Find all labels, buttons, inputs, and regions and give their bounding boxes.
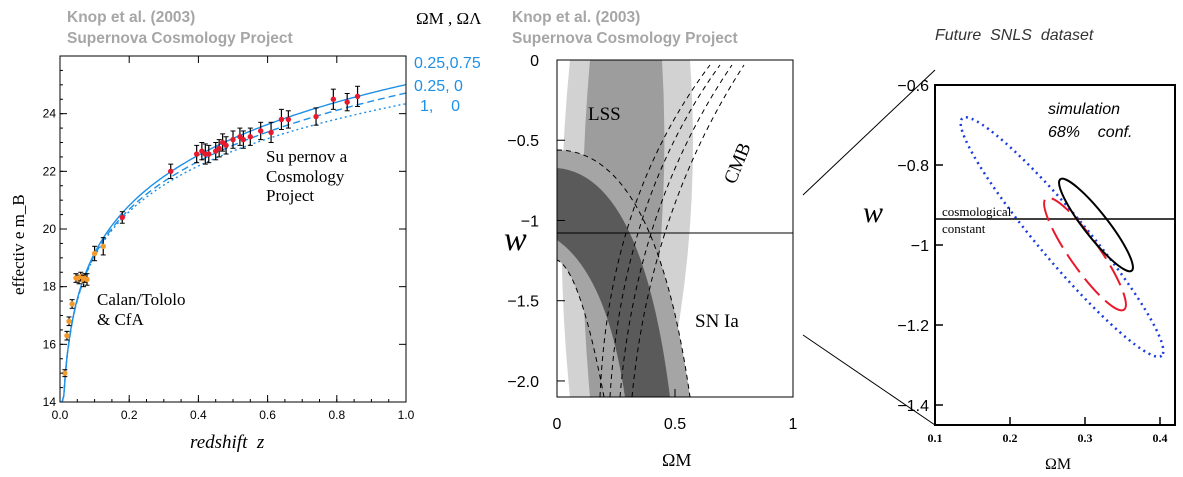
y-tick-label: 0 bbox=[530, 53, 539, 70]
x-tick-label: 0.4 bbox=[1153, 431, 1168, 445]
x-tick-label: 0.6 bbox=[259, 408, 276, 422]
y-tick-label: −1.5 bbox=[507, 294, 539, 311]
scp-point bbox=[193, 151, 200, 157]
hubble-x-axis-label: redshift z bbox=[190, 432, 265, 453]
hubble-data-points bbox=[62, 85, 361, 378]
scp-point bbox=[278, 116, 285, 123]
w-omega-x-axis-label: ΩM bbox=[662, 450, 691, 470]
legend-solid-label: 0.25,0.75 bbox=[414, 55, 481, 72]
credit-line-1-panel2: Knop et al. (2003) bbox=[512, 9, 640, 26]
calan-cfa-point bbox=[66, 318, 72, 324]
zoom-connector-top bbox=[802, 69, 936, 196]
snls-title: Future SNLS dataset bbox=[935, 27, 1094, 44]
scp-point bbox=[230, 136, 236, 143]
sn-ia-label: SN Ia bbox=[695, 311, 739, 332]
scp-point bbox=[119, 214, 125, 221]
scp-point bbox=[257, 128, 264, 134]
cmb-label: CMB bbox=[720, 140, 755, 187]
x-tick-label: 0.3 bbox=[1078, 431, 1093, 445]
snls-x-axis-label: ΩM bbox=[1045, 456, 1071, 473]
x-tick-label: 0 bbox=[553, 416, 562, 433]
zoom-connector-bottom bbox=[802, 334, 936, 426]
y-tick-label: −1.4 bbox=[897, 398, 929, 415]
y-tick-label: −0.5 bbox=[507, 133, 539, 150]
calan-cfa-point bbox=[84, 276, 90, 283]
snls-plot-frame bbox=[934, 84, 1176, 426]
cfa-label: & CfA bbox=[97, 310, 144, 329]
confidence-label: 68% conf. bbox=[1048, 124, 1133, 141]
x-tick-label: 0.2 bbox=[1003, 431, 1018, 445]
x-tick-label: 0.1 bbox=[928, 431, 943, 445]
scp-point bbox=[168, 168, 174, 175]
solid-contour bbox=[1058, 177, 1134, 273]
scp-point bbox=[330, 96, 337, 102]
scp-point bbox=[285, 116, 292, 123]
cosmological-label: cosmological bbox=[942, 204, 1012, 219]
scp-point bbox=[313, 113, 319, 120]
legend-dashed-label: 0.25, 0 bbox=[414, 78, 463, 95]
w-omega-panel: Knop et al. (2003) Supernova Cosmology P… bbox=[504, 9, 798, 470]
legend-dotted-label: 1, 0 bbox=[420, 98, 460, 115]
y-tick-label: 20 bbox=[43, 222, 57, 236]
scp-point bbox=[354, 93, 361, 100]
scp-point bbox=[223, 142, 229, 149]
x-tick-label: 0.4 bbox=[190, 408, 207, 422]
simulation-label: simulation bbox=[1048, 101, 1120, 118]
y-tick-label: 22 bbox=[43, 164, 57, 178]
calan-cfa-point bbox=[64, 332, 70, 339]
snls-y-axis-label: w bbox=[863, 196, 883, 229]
scp-label-2: Cosmology bbox=[266, 167, 345, 186]
hubble-diagram-panel: Knop et al. (2003) Supernova Cosmology P… bbox=[9, 9, 482, 453]
w-omega-y-axis-label: w bbox=[504, 221, 527, 258]
hubble-model-curves bbox=[61, 83, 407, 403]
x-tick-label: 1.0 bbox=[398, 408, 415, 422]
scp-label-3: Project bbox=[266, 186, 314, 205]
calan-cfa-point bbox=[91, 250, 98, 257]
scp-point bbox=[344, 99, 350, 105]
y-tick-label: −1.2 bbox=[897, 318, 929, 335]
calan-tololo-label: Calan/Tololo bbox=[97, 290, 186, 309]
credit-line-1: Knop et al. (2003) bbox=[67, 9, 195, 26]
snls-ticks: 0.1 0.2 0.3 0.4 −0.6 −0.8 −1 −1.2 −1.4 bbox=[897, 78, 1167, 445]
lss-label: LSS bbox=[588, 104, 621, 125]
y-tick-label: −0.6 bbox=[897, 78, 929, 95]
scp-point bbox=[206, 151, 212, 157]
model-curve-solid bbox=[61, 83, 407, 403]
legend-header: ΩM , ΩΛ bbox=[416, 9, 482, 28]
scp-point bbox=[216, 145, 222, 151]
constant-label: constant bbox=[942, 221, 986, 236]
y-tick-label: 18 bbox=[43, 280, 57, 294]
y-tick-label: 16 bbox=[43, 337, 57, 351]
scp-point bbox=[247, 134, 253, 140]
y-tick-label: −1 bbox=[521, 213, 539, 230]
calan-cfa-point bbox=[69, 301, 75, 307]
scp-label-1: Su pernov a bbox=[266, 147, 348, 166]
x-tick-label: 1 bbox=[789, 416, 798, 433]
credit-line-2-panel2: Supernova Cosmology Project bbox=[512, 30, 738, 47]
hubble-y-axis-label: effectiv e m_B bbox=[9, 194, 28, 295]
snls-forecast-panel: Future SNLS dataset 0.1 0.2 0.3 0.4 −0.6 −0.8… bbox=[863, 27, 1176, 473]
w-omega-ticks: 0 0.5 1 0 −0.5 −1 −1.5 −2.0 bbox=[507, 53, 797, 433]
calan-cfa-point bbox=[100, 243, 106, 249]
y-tick-label: −2.0 bbox=[507, 374, 539, 391]
x-tick-label: 0.5 bbox=[664, 416, 686, 433]
x-tick-label: 0.0 bbox=[52, 408, 69, 422]
y-tick-label: 14 bbox=[43, 395, 57, 409]
scp-point bbox=[240, 136, 247, 143]
dotted-contour bbox=[959, 116, 1165, 358]
calan-cfa-point bbox=[62, 370, 68, 376]
model-curve-dashed bbox=[61, 92, 407, 403]
x-tick-label: 0.8 bbox=[328, 408, 345, 422]
sn-inner-band bbox=[557, 168, 670, 397]
y-tick-label: −1 bbox=[911, 238, 929, 255]
y-tick-label: 24 bbox=[43, 107, 57, 121]
scp-point bbox=[268, 129, 274, 136]
hubble-ticks: 0.0 0.2 0.4 0.6 0.8 1.0 14 16 18 20 22 24 bbox=[43, 55, 415, 422]
credit-line-2: Supernova Cosmology Project bbox=[67, 30, 293, 47]
y-tick-label: −0.8 bbox=[897, 158, 929, 175]
x-tick-label: 0.2 bbox=[121, 408, 138, 422]
cmb-contours bbox=[599, 64, 745, 397]
